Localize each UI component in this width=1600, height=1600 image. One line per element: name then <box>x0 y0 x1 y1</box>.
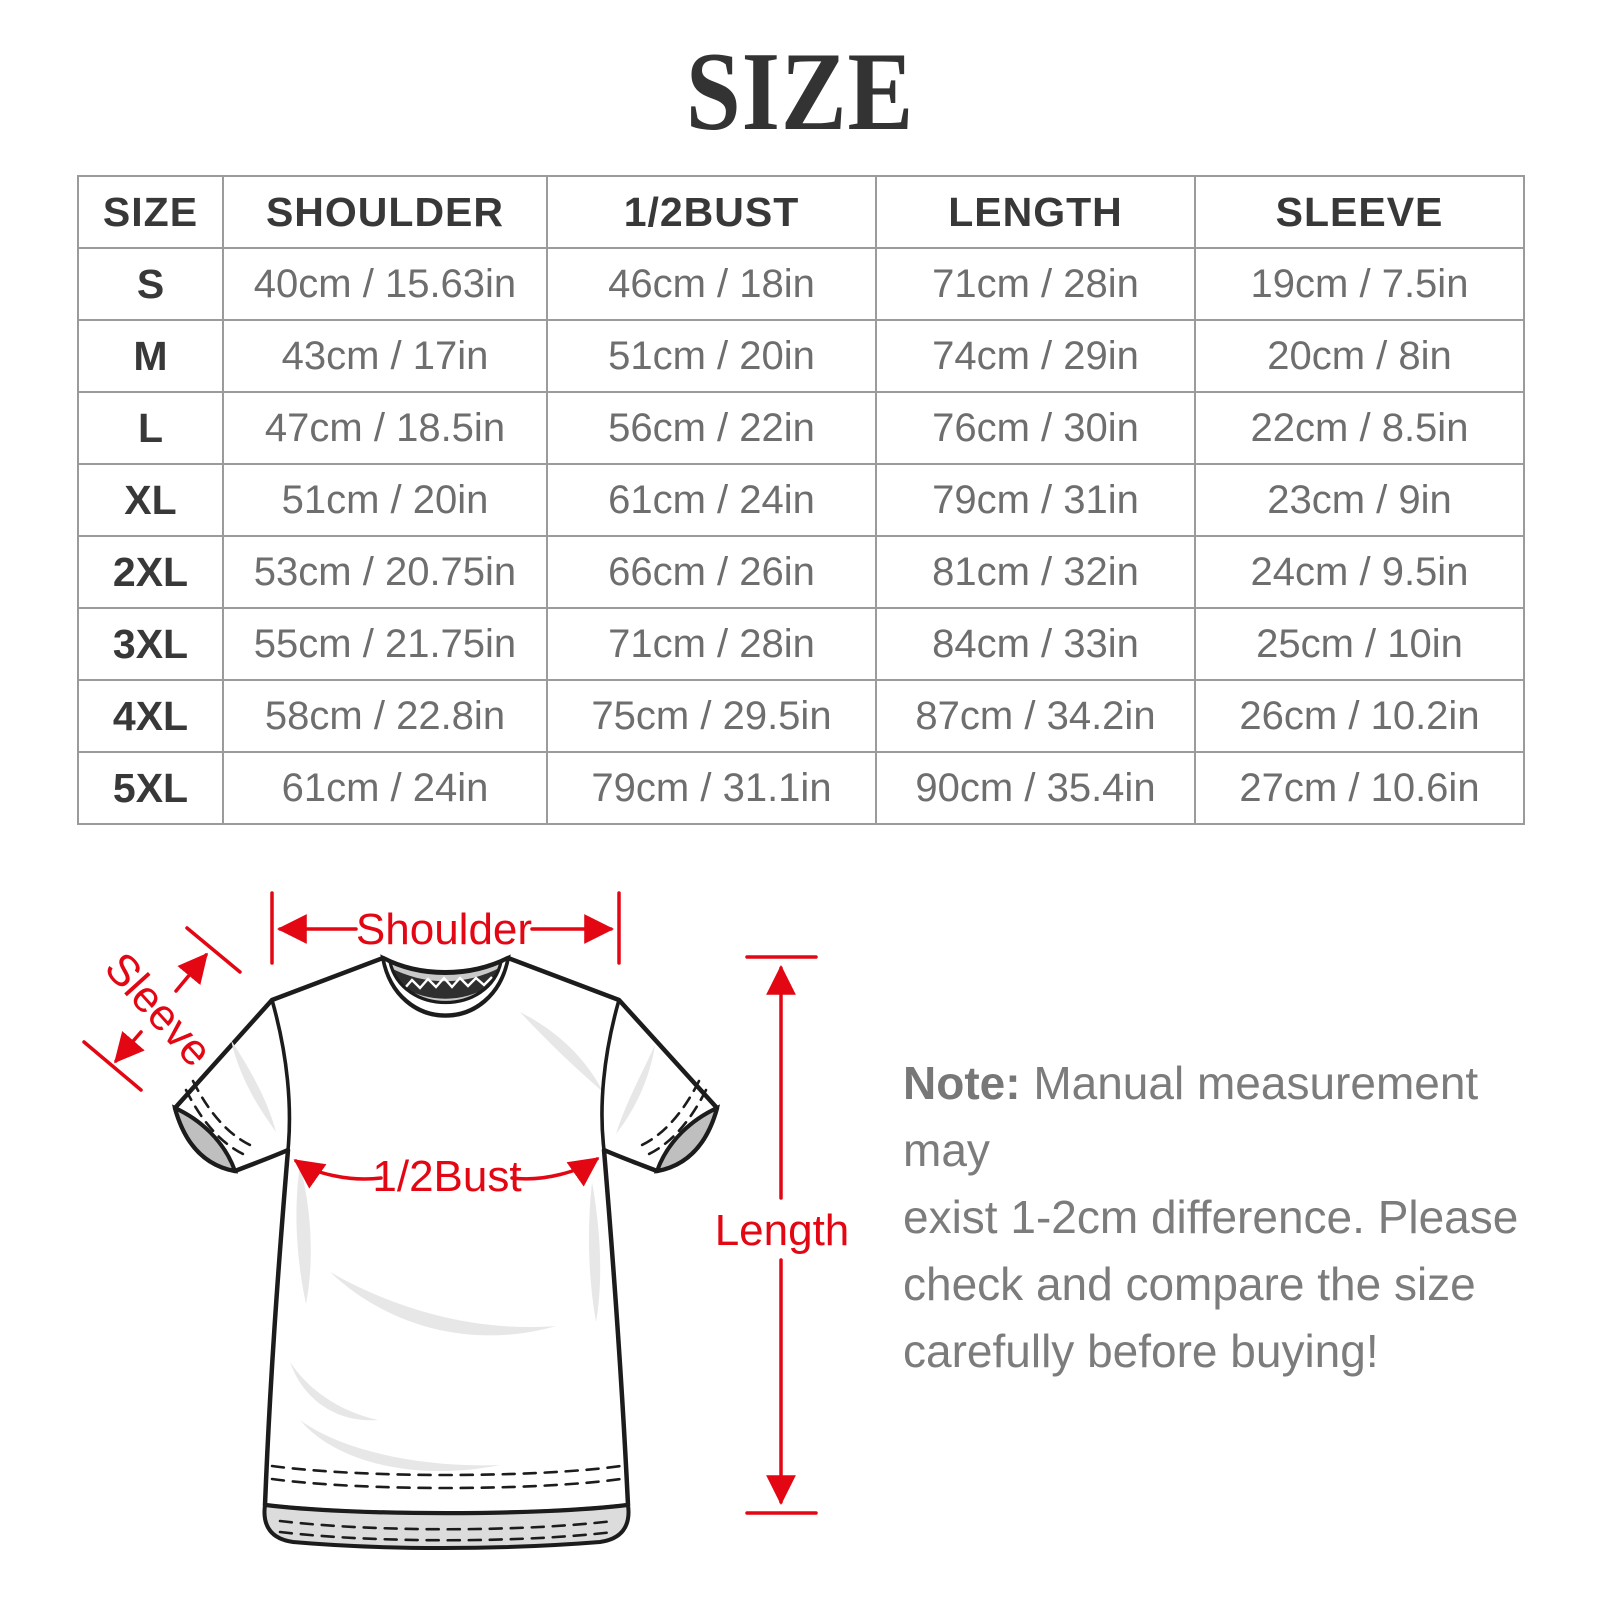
length-cell: 74cm / 29in <box>875 319 1196 393</box>
bust-cell: 61cm / 24in <box>546 463 877 537</box>
bust-cell: 56cm / 22in <box>546 391 877 465</box>
left-cuff <box>171 1104 239 1174</box>
sleeve-cell: 25cm / 10in <box>1194 607 1525 681</box>
table-row: XL 51cm / 20in 61cm / 24in 79cm / 31in 2… <box>77 463 1525 537</box>
shoulder-cell: 61cm / 24in <box>222 751 548 825</box>
collar <box>380 954 511 1018</box>
bust-cell: 75cm / 29.5in <box>546 679 877 753</box>
note-line: carefully before buying! <box>903 1325 1379 1377</box>
length-cell: 90cm / 35.4in <box>875 751 1196 825</box>
shoulder-cell: 43cm / 17in <box>222 319 548 393</box>
bust-cell: 79cm / 31.1in <box>546 751 877 825</box>
note-line: exist 1-2cm difference. Please <box>903 1191 1519 1243</box>
wrinkle-shading <box>231 1012 655 1472</box>
length-cell: 71cm / 28in <box>875 247 1196 321</box>
size-cell: 3XL <box>77 607 224 681</box>
size-cell: L <box>77 391 224 465</box>
sleeve-cell: 20cm / 8in <box>1194 319 1525 393</box>
size-cell: 4XL <box>77 679 224 753</box>
bust-label: 1/2Bust <box>372 1152 521 1201</box>
length-dimension-arrow: Length <box>715 955 850 1515</box>
right-cuff <box>653 1104 721 1174</box>
column-header-size: SIZE <box>77 175 224 249</box>
length-cell: 79cm / 31in <box>875 463 1196 537</box>
column-header-bust: 1/2BUST <box>546 175 877 249</box>
length-cell: 87cm / 34.2in <box>875 679 1196 753</box>
hem-band <box>262 1502 631 1550</box>
size-table: SIZE SHOULDER 1/2BUST LENGTH SLEEVE S 40… <box>77 175 1525 825</box>
sleeve-cell: 22cm / 8.5in <box>1194 391 1525 465</box>
sleeve-label: Sleeve <box>95 943 221 1076</box>
shoulder-cell: 58cm / 22.8in <box>222 679 548 753</box>
page-title: SIZE <box>685 30 915 154</box>
note-line: Note: Manual measurement may <box>903 1057 1479 1176</box>
table-header-row: SIZE SHOULDER 1/2BUST LENGTH SLEEVE <box>77 175 1525 249</box>
bust-cell: 71cm / 28in <box>546 607 877 681</box>
column-header-length: LENGTH <box>875 175 1196 249</box>
shoulder-dimension-arrow: Shoulder <box>270 891 621 965</box>
column-header-shoulder: SHOULDER <box>222 175 548 249</box>
shoulder-cell: 53cm / 20.75in <box>222 535 548 609</box>
length-cell: 84cm / 33in <box>875 607 1196 681</box>
size-cell: S <box>77 247 224 321</box>
sleeve-cell: 27cm / 10.6in <box>1194 751 1525 825</box>
table-row: L 47cm / 18.5in 56cm / 22in 76cm / 30in … <box>77 391 1525 465</box>
table-row: M 43cm / 17in 51cm / 20in 74cm / 29in 20… <box>77 319 1525 393</box>
table-row: S 40cm / 15.63in 46cm / 18in 71cm / 28in… <box>77 247 1525 321</box>
table-row: 2XL 53cm / 20.75in 66cm / 26in 81cm / 32… <box>77 535 1525 609</box>
table-row: 4XL 58cm / 22.8in 75cm / 29.5in 87cm / 3… <box>77 679 1525 753</box>
length-cell: 81cm / 32in <box>875 535 1196 609</box>
shoulder-cell: 47cm / 18.5in <box>222 391 548 465</box>
shoulder-cell: 40cm / 15.63in <box>222 247 548 321</box>
size-cell: XL <box>77 463 224 537</box>
shoulder-cell: 51cm / 20in <box>222 463 548 537</box>
size-cell: 2XL <box>77 535 224 609</box>
size-cell: M <box>77 319 224 393</box>
size-cell: 5XL <box>77 751 224 825</box>
bust-cell: 66cm / 26in <box>546 535 877 609</box>
note-text: Note: Manual measurement may exist 1-2cm… <box>903 1050 1543 1385</box>
shoulder-cell: 55cm / 21.75in <box>222 607 548 681</box>
sleeve-cell: 19cm / 7.5in <box>1194 247 1525 321</box>
sleeve-cell: 26cm / 10.2in <box>1194 679 1525 753</box>
sleeve-cell: 24cm / 9.5in <box>1194 535 1525 609</box>
sleeve-cell: 23cm / 9in <box>1194 463 1525 537</box>
column-header-sleeve: SLEEVE <box>1194 175 1525 249</box>
bust-cell: 51cm / 20in <box>546 319 877 393</box>
table-row: 3XL 55cm / 21.75in 71cm / 28in 84cm / 33… <box>77 607 1525 681</box>
note-line: check and compare the size <box>903 1258 1476 1310</box>
note-label: Note: <box>903 1057 1021 1109</box>
length-cell: 76cm / 30in <box>875 391 1196 465</box>
shoulder-label: Shoulder <box>356 905 532 954</box>
bust-dimension-arrow: 1/2Bust <box>293 1152 600 1201</box>
length-label: Length <box>715 1206 850 1255</box>
tshirt-illustration <box>171 954 721 1550</box>
table-row: 5XL 61cm / 24in 79cm / 31.1in 90cm / 35.… <box>77 751 1525 825</box>
bust-cell: 46cm / 18in <box>546 247 877 321</box>
